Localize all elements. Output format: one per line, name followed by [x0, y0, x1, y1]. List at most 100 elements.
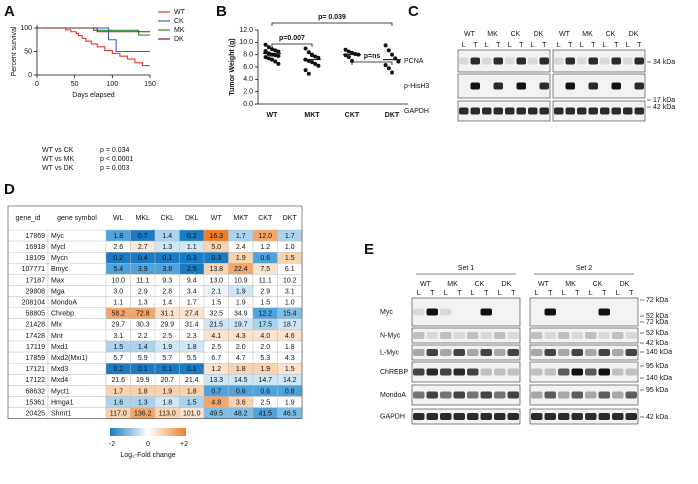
band — [612, 368, 624, 376]
table-cell-text: 1.5 — [211, 299, 221, 306]
colorbar-label: 0 — [146, 441, 150, 448]
band — [494, 391, 506, 399]
band — [588, 82, 598, 90]
table-cell-text: 22.4 — [234, 266, 248, 273]
band — [413, 391, 425, 399]
table-cell-text: 136.2 — [134, 410, 152, 417]
table-cell-text: 17122 — [26, 377, 46, 384]
survival-curve — [37, 27, 150, 67]
size-marker: 72 kDa — [646, 297, 668, 304]
data-point — [263, 48, 268, 53]
y-axis-label: Percent survival — [11, 26, 18, 76]
table-cell-text: 5.4 — [113, 266, 123, 273]
data-point — [266, 45, 271, 50]
stat-p-value: p = 0.034 — [100, 147, 129, 154]
table-cell-text: 1.8 — [138, 388, 148, 395]
band — [598, 308, 610, 316]
table-cell-text: 1.9 — [236, 299, 246, 306]
lane-group-label: CK — [475, 281, 485, 288]
table-cell-text: 1.7 — [187, 299, 197, 306]
table-cell-text: 1.9 — [260, 366, 270, 373]
band — [453, 413, 465, 420]
lane-group-label: DK — [534, 31, 544, 38]
table-cell-text: 1.9 — [162, 388, 172, 395]
table-cell-text: 1.7 — [113, 388, 123, 395]
table-header: gene symbol — [57, 215, 97, 222]
data-point — [310, 53, 314, 58]
table-cell-text: 21.6 — [111, 377, 125, 384]
lane-label: T — [637, 42, 642, 49]
y-tick-label: 100 — [20, 25, 32, 32]
band — [571, 349, 583, 356]
table-cell-text: 18109 — [26, 255, 46, 262]
lane-group-label: WT — [464, 31, 476, 38]
band — [467, 413, 479, 420]
table-cell-text: 4.3 — [285, 355, 295, 362]
table-cell-text: 6.1 — [285, 266, 295, 273]
lane-label: L — [485, 42, 489, 49]
table-cell-text: 4.3 — [236, 333, 246, 340]
table-cell-text: 1.9 — [236, 255, 246, 262]
table-cell-text: 2.7 — [138, 244, 148, 251]
blot-row-label: GAPDH — [380, 413, 405, 420]
table-cell-text: 3.8 — [162, 266, 172, 273]
band — [531, 368, 543, 376]
blot-panel — [411, 361, 521, 383]
band — [598, 368, 610, 376]
x-tick-label: 150 — [144, 81, 156, 88]
table-cell-text: 58.2 — [111, 311, 125, 318]
table-cell-text: 2.1 — [211, 288, 221, 295]
band — [470, 57, 480, 65]
band — [612, 332, 624, 339]
size-marker: 42 kDa — [653, 104, 675, 111]
blot-panel — [457, 100, 551, 122]
table-header: WT — [211, 215, 223, 222]
y-tick-label: 6.0 — [243, 64, 253, 71]
lane-label: L — [462, 42, 466, 49]
table-cell-text: 2.0 — [260, 344, 270, 351]
lane-group-label: DK — [629, 31, 639, 38]
table-cell-text: 1.5 — [285, 255, 295, 262]
table-cell-text: 68632 — [26, 388, 46, 395]
table-cell-text: 2.5 — [187, 266, 197, 273]
lane-label: T — [519, 42, 524, 49]
table-cell-text: 9.3 — [162, 277, 172, 284]
band — [482, 57, 492, 65]
table-cell-text: Shmt1 — [51, 410, 71, 417]
data-point — [306, 71, 311, 76]
table-cell-text: 1.2 — [260, 244, 270, 251]
significance-label: p=ns — [364, 53, 381, 60]
table-cell-text: 46.5 — [283, 410, 297, 417]
table-cell-text: 18.7 — [283, 322, 297, 329]
table-cell-text: 14.7 — [258, 377, 272, 384]
y-tick-label: 0.0 — [243, 101, 253, 108]
lane-group-label: DK — [502, 281, 512, 288]
table-cell-text: 11.1 — [136, 277, 149, 284]
lane-group-label: CK — [593, 281, 603, 288]
table-cell-text: 1.8 — [162, 399, 172, 406]
band — [426, 413, 438, 420]
table-cell-text: 30.3 — [136, 322, 150, 329]
table-cell-text: 2.9 — [260, 288, 270, 295]
table-cell-text: 9.4 — [187, 277, 197, 284]
size-marker: 140 kDa — [646, 375, 672, 382]
band — [539, 82, 549, 90]
table-cell-text: 208104 — [22, 299, 45, 306]
table-cell-text: 1.8 — [113, 233, 123, 240]
data-point — [310, 60, 314, 65]
table-cell-text: 34.9 — [234, 311, 248, 318]
band — [585, 349, 597, 356]
table-cell-text: 1.1 — [113, 299, 123, 306]
band — [516, 107, 526, 115]
table-cell-text: 27.4 — [185, 311, 199, 318]
table-cell-text: 4.1 — [211, 333, 221, 340]
table-cell-text: 0.4 — [138, 255, 148, 262]
band — [413, 308, 425, 316]
band — [558, 368, 570, 376]
table-cell-text: 0.1 — [162, 255, 172, 262]
lane-label: L — [616, 290, 620, 297]
band — [565, 82, 575, 90]
table-cell-text: 107771 — [22, 266, 45, 273]
band — [531, 413, 543, 420]
table-cell-text: 0.3 — [211, 255, 221, 262]
